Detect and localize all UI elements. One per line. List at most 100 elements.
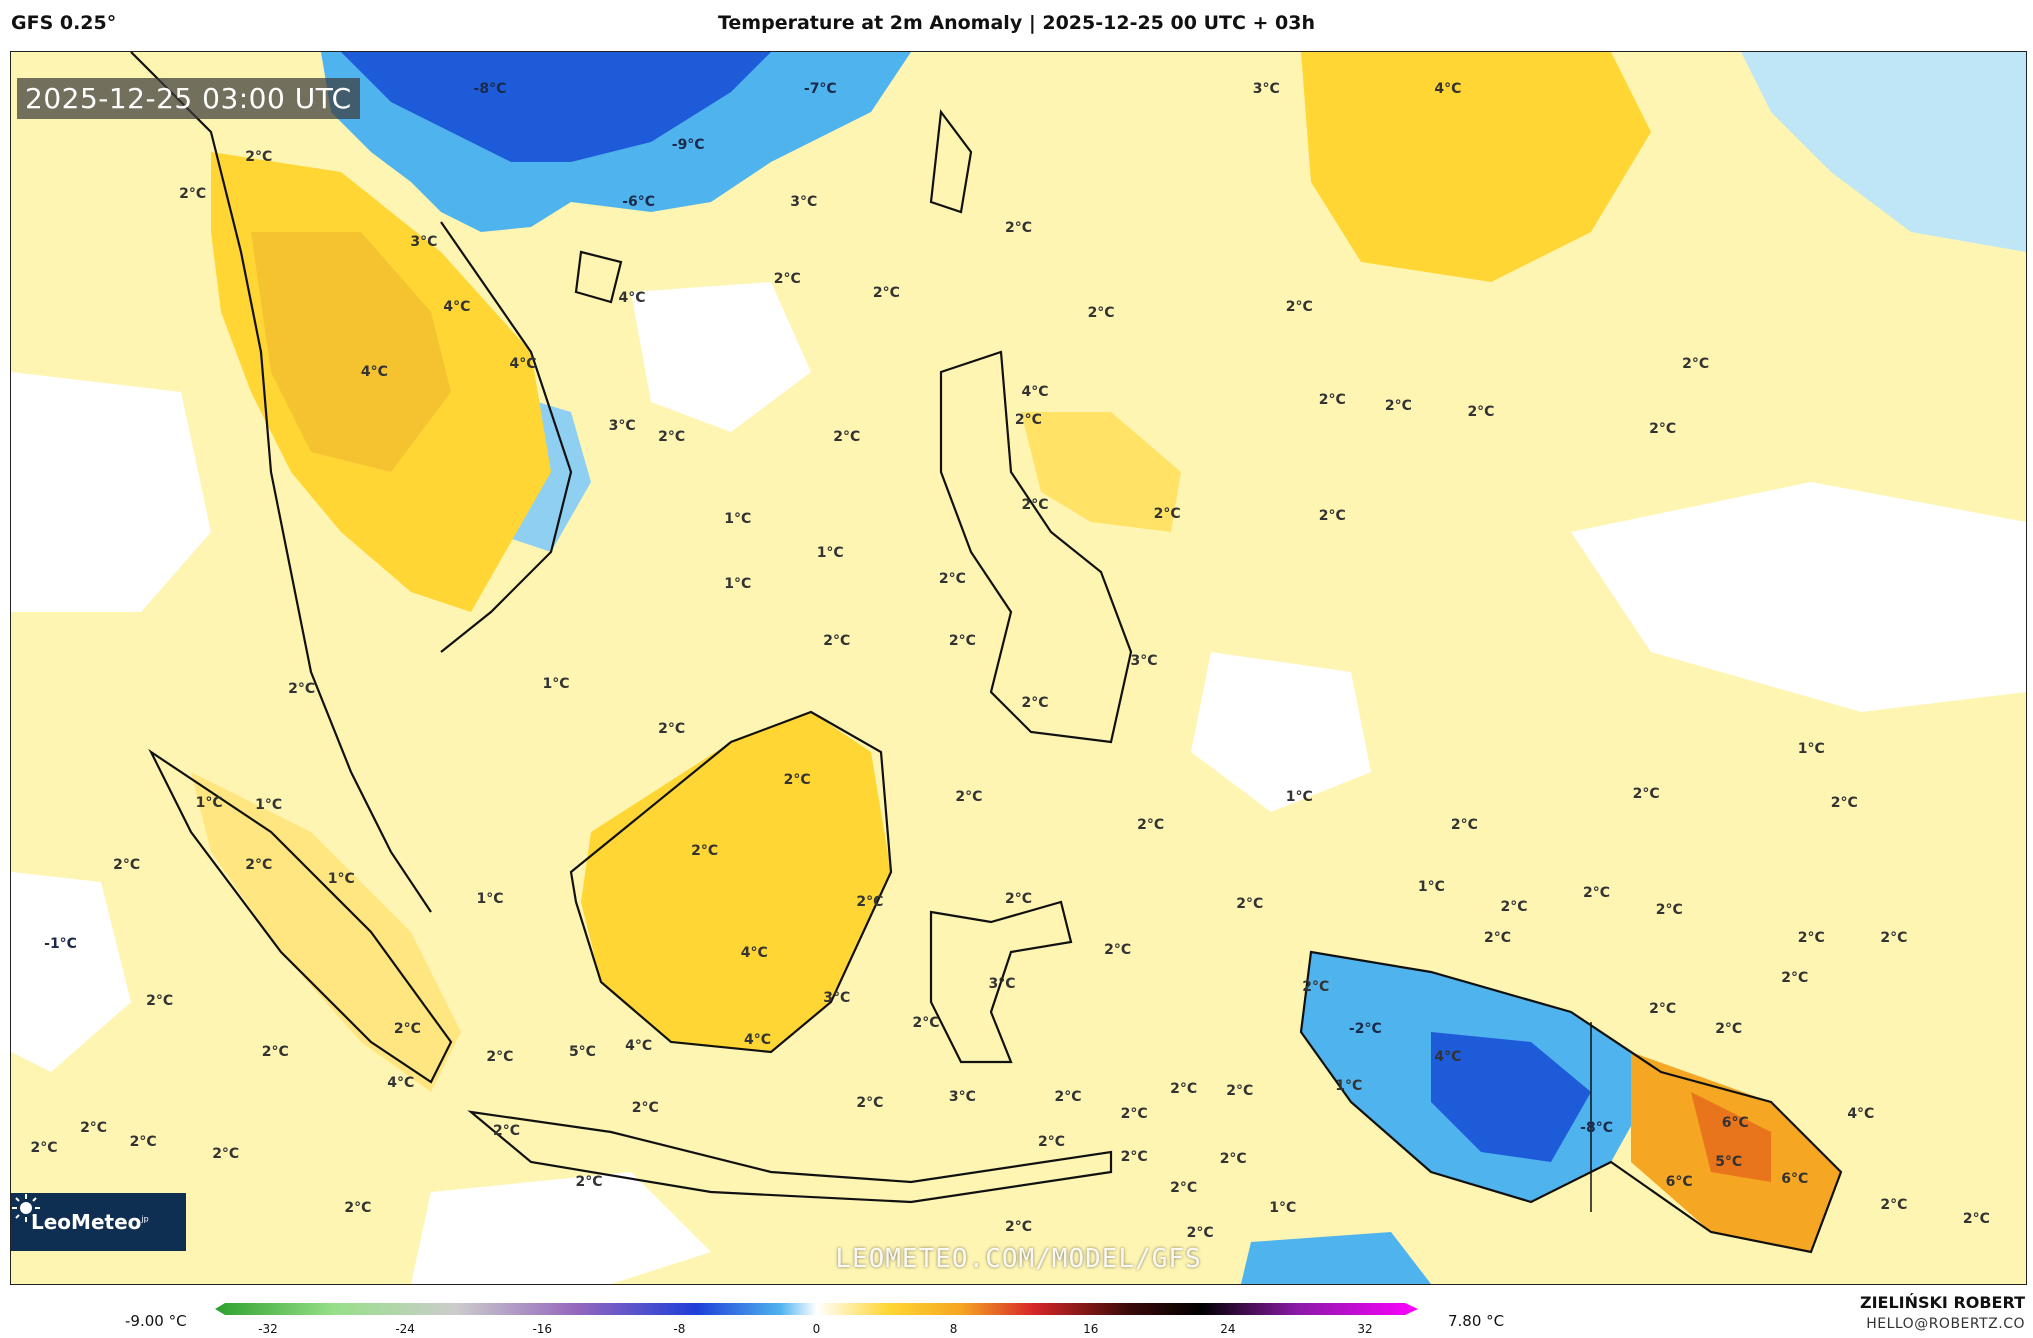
contour-label: 6°C xyxy=(1665,1174,1693,1191)
contour-label: 4°C xyxy=(744,1032,772,1049)
contour-label: 1°C xyxy=(1335,1077,1363,1094)
contour-label: 2°C xyxy=(245,148,273,165)
contour-label: 2°C xyxy=(393,1021,421,1038)
contour-label: 1°C xyxy=(1797,740,1825,757)
contour-label: 2°C xyxy=(1649,1001,1677,1018)
coastlines xyxy=(130,52,1843,1254)
colorbar-tick: -8 xyxy=(673,1322,686,1336)
logo-text: LeoMeteojp xyxy=(31,1210,149,1234)
cool-ne-corner xyxy=(1741,52,2026,252)
contour-label: 1°C xyxy=(1285,788,1313,805)
leometeo-logo[interactable]: LeoMeteojp xyxy=(11,1193,186,1251)
contour-label: 1°C xyxy=(476,890,504,907)
contour-label: 2°C xyxy=(1880,1196,1908,1213)
contour-label: 2°C xyxy=(1649,420,1677,437)
contour-label: 3°C xyxy=(608,417,636,434)
colorbar-tick: 32 xyxy=(1357,1322,1373,1336)
contour-label: 2°C xyxy=(575,1174,603,1191)
contour-label: 4°C xyxy=(1434,1049,1462,1066)
contour-label: 2°C xyxy=(1715,1021,1743,1038)
contour-label: 1°C xyxy=(1417,879,1445,896)
contour-label: 2°C xyxy=(1219,1151,1247,1168)
neutral-patch-west xyxy=(11,872,131,1072)
contour-label: 3°C xyxy=(1130,652,1158,669)
contour-label: 2°C xyxy=(1682,355,1710,372)
contour-label: 2°C xyxy=(1797,930,1825,947)
warm-borneo xyxy=(581,712,891,1052)
contour-label: 4°C xyxy=(1434,80,1462,97)
contour-label: 2°C xyxy=(1038,1134,1066,1151)
contour-label: 4°C xyxy=(509,355,537,372)
contour-label: 2°C xyxy=(1021,695,1049,712)
contour-label: 4°C xyxy=(740,944,768,961)
contour-label: 5°C xyxy=(1715,1154,1743,1171)
contour-label: 1°C xyxy=(327,870,355,887)
author-email[interactable]: HELLO@ROBERTZ.CO xyxy=(1866,1316,2025,1332)
colorbar-tick: -16 xyxy=(532,1322,553,1336)
contour-label: 2°C xyxy=(1021,497,1049,514)
contour-label: 2°C xyxy=(1781,970,1809,987)
contour-label: 2°C xyxy=(1014,412,1042,429)
neutral-patch-scs xyxy=(631,282,811,432)
contour-label: 5°C xyxy=(568,1043,596,1060)
contour-label: 2°C xyxy=(955,788,983,805)
contour-label: 2°C xyxy=(1153,505,1181,522)
contour-label: 2°C xyxy=(1318,508,1346,525)
contour-label: 2°C xyxy=(691,842,719,859)
contour-label: 3°C xyxy=(823,989,851,1006)
colorbar-tick: 8 xyxy=(949,1322,958,1336)
contour-label: 4°C xyxy=(360,364,388,381)
contour-label: 2°C xyxy=(1186,1225,1214,1242)
contour-label: 2°C xyxy=(492,1123,520,1140)
contour-label: 2°C xyxy=(1236,896,1264,913)
model-name: GFS 0.25° xyxy=(11,12,117,34)
contour-label: 2°C xyxy=(658,720,686,737)
contour-label: 2°C xyxy=(833,429,861,446)
colorbar: -9.00 °C -32 -24 -16 -8 0 8 16 24 32 7.80 ° xyxy=(0,1290,2033,1338)
contour-label: 2°C xyxy=(823,633,851,650)
contour-label: -8°C xyxy=(1580,1120,1613,1137)
contour-label: 6°C xyxy=(1721,1114,1749,1131)
very-hot-png-core xyxy=(1691,1092,1771,1182)
contour-label: 3°C xyxy=(1252,80,1280,97)
contour-label: 2°C xyxy=(783,771,811,788)
contour-label: 2°C xyxy=(1632,786,1660,803)
contour-label: 2°C xyxy=(1302,978,1330,995)
contour-label: 3°C xyxy=(988,975,1016,992)
contour-label: 2°C xyxy=(948,633,976,650)
contour-label: 2°C xyxy=(1467,403,1495,420)
contour-label: 2°C xyxy=(1004,890,1033,907)
contour-label: 2°C xyxy=(113,856,141,873)
contour-label: 2°C xyxy=(486,1049,514,1066)
neutral-patch-south xyxy=(411,1172,711,1284)
contour-label: 2°C xyxy=(1170,1179,1198,1196)
contour-label: 3°C xyxy=(948,1089,976,1106)
neutral-patch-east xyxy=(1571,482,2026,712)
contour-label: -8°C xyxy=(473,80,507,97)
warm-philippines xyxy=(1021,412,1181,532)
map-panel[interactable]: -8°C -7°C -9°C -6°C 3°C 4°C 2°C 2°C 3°C 4°C 4°C 4°C… xyxy=(10,51,2027,1285)
warm-north-pacific xyxy=(1301,52,1651,282)
cool-south-australia xyxy=(1241,1232,1431,1284)
watermark-url: LEOMETEO.COM/MODEL/GFS xyxy=(835,1244,1202,1274)
contour-label: -2°C xyxy=(1348,1021,1382,1038)
colorbar-tick: 0 xyxy=(812,1322,821,1336)
contour-label: -7°C xyxy=(803,80,837,97)
contour-label: 2°C xyxy=(1318,392,1346,409)
contour-label: 2°C xyxy=(1384,398,1412,415)
contour-label: 2°C xyxy=(658,429,686,446)
contour-label: 4°C xyxy=(443,298,471,315)
contour-label: 1°C xyxy=(195,794,223,811)
contour-label: 2°C xyxy=(212,1145,240,1162)
hot-indochina-core xyxy=(251,232,451,472)
contour-label: 2°C xyxy=(1450,817,1478,834)
contour-label: 2°C xyxy=(261,1043,289,1060)
contour-label: 6°C xyxy=(1781,1171,1809,1188)
contour-label: 2°C xyxy=(773,270,801,287)
contour-label: 2°C xyxy=(146,992,174,1009)
contour-label: 2°C xyxy=(179,185,207,202)
neutral-patch-bay xyxy=(11,372,211,612)
colorbar-tick: 16 xyxy=(1083,1322,1099,1336)
contour-label: 2°C xyxy=(1170,1080,1198,1097)
contour-label: 2°C xyxy=(1004,1219,1033,1236)
